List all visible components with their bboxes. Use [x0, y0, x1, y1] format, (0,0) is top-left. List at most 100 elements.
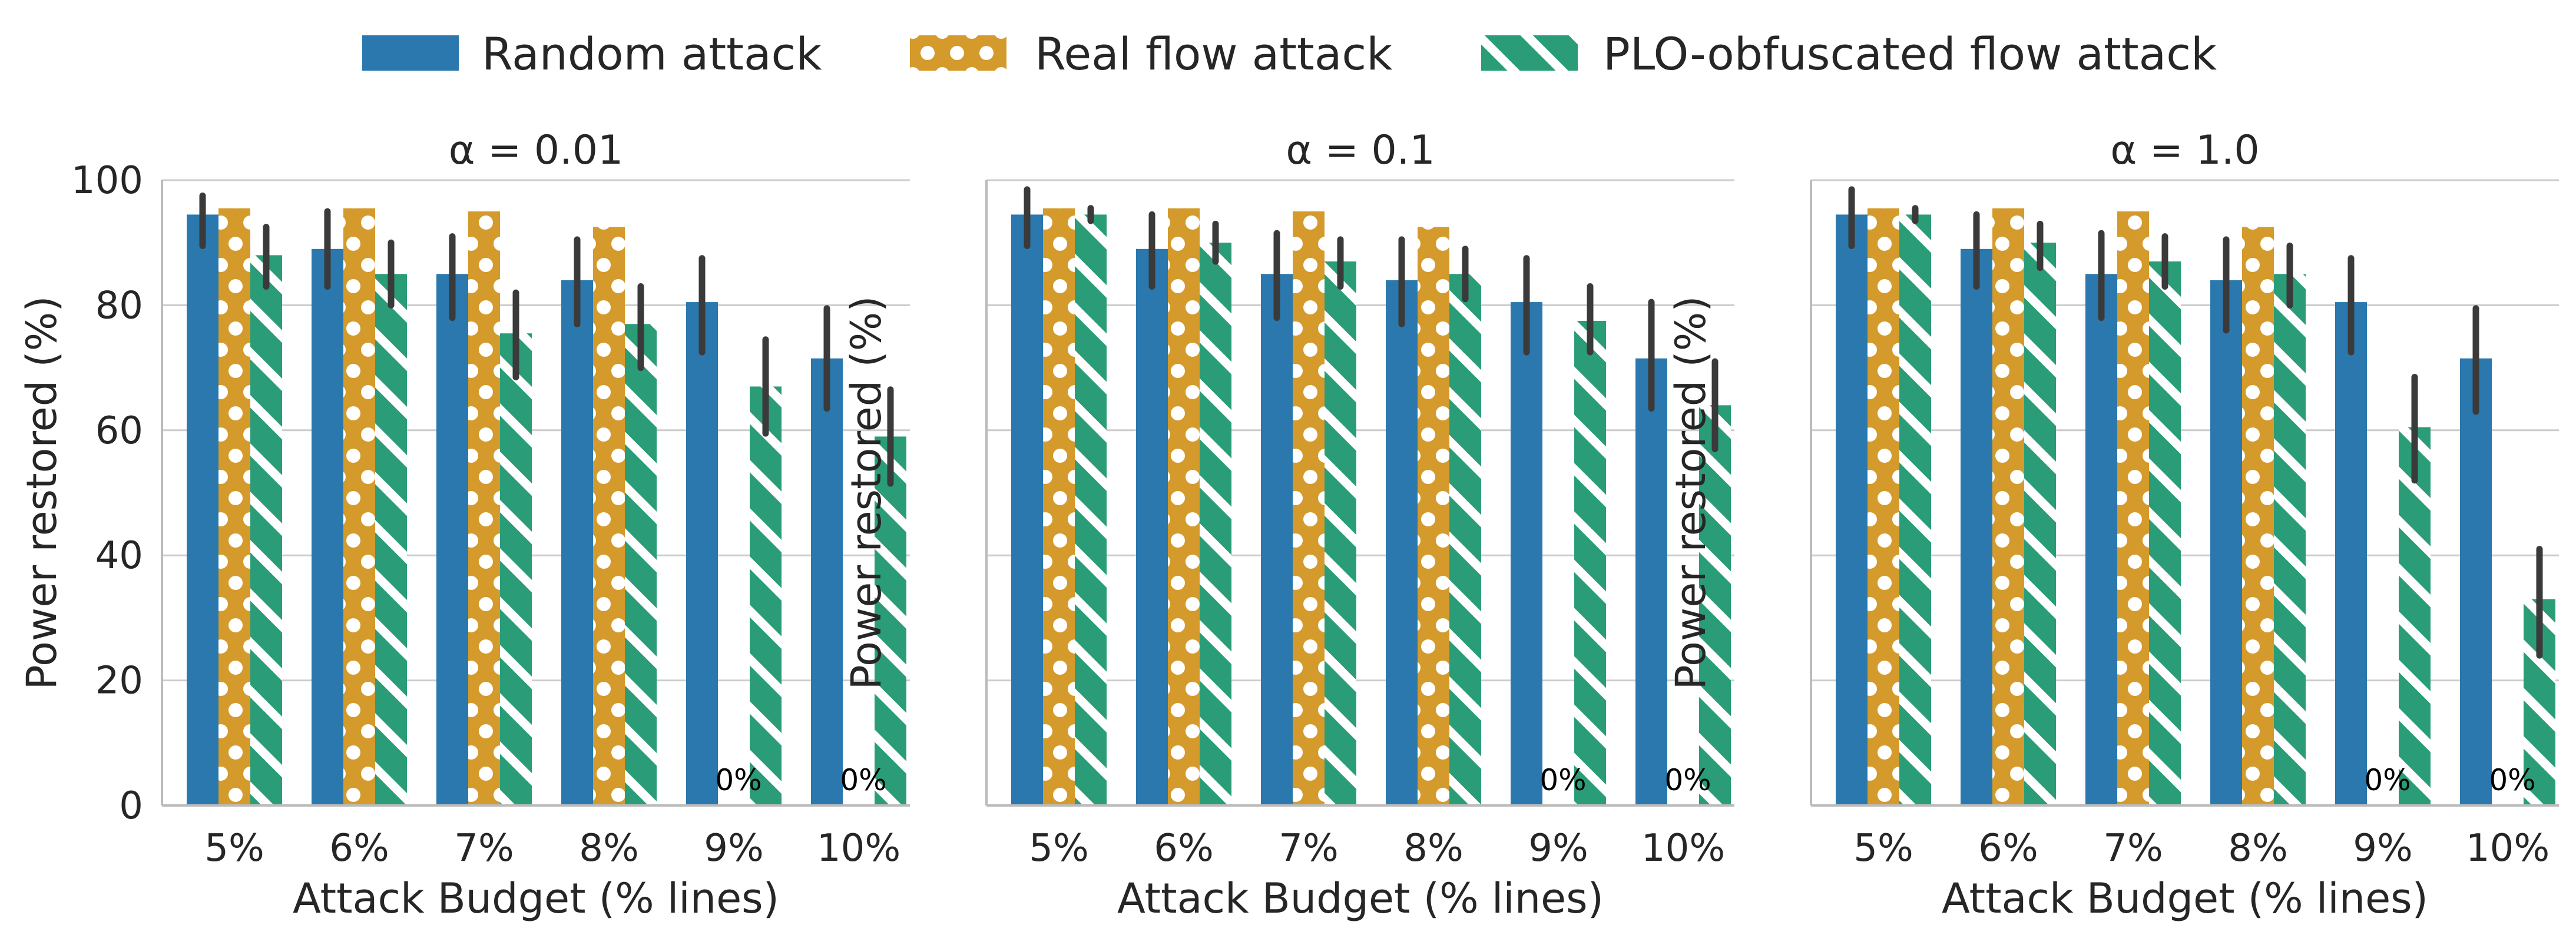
panel-1-bar-plo-7% — [500, 333, 532, 805]
panel-1-bar-real-5% — [218, 208, 250, 805]
panel-1-bar-random-8% — [561, 280, 593, 805]
panel-2-zero-label-10: 0% — [1664, 763, 1711, 797]
legend-label-plo: PLO-obfuscated flow attack — [1603, 28, 2217, 80]
panel-3-title: α = 1.0 — [2110, 127, 2259, 174]
panel-3-grid — [1811, 179, 2559, 682]
panel-3-bar-random-10% — [2460, 358, 2492, 805]
panel-3-bar-random-9% — [2335, 302, 2367, 805]
panel-3-bar-random-6% — [1961, 248, 1992, 805]
panel-1-bar-plo-5% — [250, 255, 282, 805]
panel-1-bar-real-7% — [468, 211, 500, 806]
panel-1-bars — [187, 208, 906, 806]
panel-1-y-tick-0: 0 — [119, 784, 143, 828]
panel-1-annotations: 0% 0% — [715, 763, 886, 797]
panel-3-bar-random-7% — [2085, 274, 2117, 805]
panel-3-x-tick-10: 10% — [2466, 827, 2549, 870]
panel-1-bar-plo-8% — [625, 324, 657, 805]
panel-1-y-tick-40: 40 — [95, 534, 143, 578]
panel-2-x-tick-8: 8% — [1403, 827, 1464, 870]
panel-1-bar-random-10% — [811, 358, 843, 805]
panel-3-x-tick-7: 7% — [2103, 827, 2163, 870]
panel-1-errorbars — [199, 193, 894, 487]
panel-1-bar-plo-10% — [875, 436, 906, 805]
panel-2-bar-plo-9% — [1574, 320, 1606, 805]
panel-1-bar-plo-6% — [375, 274, 407, 805]
panel-1-grid — [162, 179, 910, 682]
legend-label-real: Real flow attack — [1035, 28, 1392, 80]
panel-3-bar-real-6% — [1992, 208, 2024, 805]
panel-3-bar-real-7% — [2117, 211, 2149, 806]
legend-swatch-plo — [1481, 35, 1578, 71]
panel-3: 0% 0% α = 1.0 5% 6% 7% 8% 9% 10% Attack … — [1667, 127, 2559, 923]
panel-3-bars — [1836, 208, 2555, 806]
panel-2-x-tick-9: 9% — [1528, 827, 1588, 870]
panel-1-x-tick-5: 5% — [204, 827, 264, 870]
panel-2-x-tick-6: 6% — [1154, 827, 1214, 870]
panel-2-x-tick-7: 7% — [1279, 827, 1339, 870]
panel-2-title: α = 0.1 — [1286, 127, 1435, 174]
panel-2-bar-random-10% — [1635, 358, 1667, 805]
panel-1-bar-real-8% — [593, 227, 625, 805]
panel-2-grid — [986, 179, 1734, 682]
panel-3-x-axis-label: Attack Budget (% lines) — [1942, 874, 2428, 923]
panel-3-bar-real-8% — [2242, 227, 2274, 805]
panel-2-annotations: 0% 0% — [1539, 763, 1711, 797]
panel-1-y-tick-60: 60 — [95, 409, 143, 453]
panel-2-bars — [1011, 208, 1731, 806]
panel-2-bar-random-5% — [1011, 214, 1043, 805]
panel-3-x-tick-8: 8% — [2228, 827, 2288, 870]
panel-1-bar-plo-9% — [750, 386, 782, 805]
panel-1-x-tick-7: 7% — [454, 827, 514, 870]
panel-1-bar-random-9% — [686, 302, 718, 805]
panel-2-bar-plo-5% — [1075, 214, 1107, 805]
panel-3-bar-real-5% — [1868, 208, 1899, 805]
panel-1-y-tick-80: 80 — [95, 284, 143, 327]
panel-2-bar-plo-6% — [1200, 243, 1231, 805]
panel-1-bar-real-6% — [343, 208, 375, 805]
panel-2-errorbars — [1024, 186, 1719, 453]
panel-1: 0% 0% α = 0.01 0 20 40 60 80 100 5% 6% 7… — [18, 127, 910, 923]
panel-2-bar-plo-10% — [1699, 405, 1731, 805]
panel-1-zero-label-10: 0% — [840, 763, 886, 797]
panel-3-zero-label-9: 0% — [2364, 763, 2411, 797]
panel-3-x-tick-5: 5% — [1853, 827, 1913, 870]
panel-1-y-tick-100: 100 — [71, 159, 143, 203]
panel-2: 0% 0% α = 0.1 5% 6% 7% 8% 9% 10% Attack … — [842, 127, 1734, 923]
panel-1-y-ticks: 0 20 40 60 80 100 — [71, 159, 143, 828]
panel-1-bar-random-6% — [312, 248, 343, 805]
panel-1-x-tick-8: 8% — [579, 827, 639, 870]
panel-2-x-ticks: 5% 6% 7% 8% 9% 10% — [1029, 827, 1725, 870]
legend-swatch-real — [910, 35, 1006, 71]
legend-label-random: Random attack — [482, 28, 822, 80]
panel-3-y-axis-label: Power restored (%) — [1667, 296, 1715, 689]
panel-3-bar-random-5% — [1836, 214, 1868, 805]
panel-3-bar-plo-8% — [2274, 274, 2306, 805]
panel-1-x-ticks: 5% 6% 7% 8% 9% 10% — [204, 827, 900, 870]
panel-2-bar-real-8% — [1418, 227, 1449, 805]
panel-2-x-tick-10: 10% — [1641, 827, 1725, 870]
panel-1-title: α = 0.01 — [449, 127, 623, 174]
panel-1-zero-label-9: 0% — [715, 763, 761, 797]
legend: Random attack Real flow attack PLO-obfus… — [362, 28, 2217, 80]
panel-3-annotations: 0% 0% — [2364, 763, 2535, 797]
panel-3-x-tick-6: 6% — [1978, 827, 2038, 870]
panel-2-bar-random-7% — [1261, 274, 1293, 805]
panel-1-x-axis-label: Attack Budget (% lines) — [293, 874, 779, 923]
panel-3-zero-label-10: 0% — [2489, 763, 2535, 797]
panel-3-x-ticks: 5% 6% 7% 8% 9% 10% — [1853, 827, 2549, 870]
panel-2-x-tick-5: 5% — [1029, 827, 1089, 870]
panel-1-x-tick-9: 9% — [704, 827, 764, 870]
panel-3-bar-plo-9% — [2399, 427, 2431, 805]
panel-2-bar-plo-7% — [1325, 261, 1356, 805]
panel-2-bar-random-9% — [1511, 302, 1542, 805]
panel-3-errorbars — [1848, 186, 2543, 659]
panel-2-bar-real-7% — [1293, 211, 1325, 806]
panel-3-bar-plo-7% — [2149, 261, 2181, 805]
panel-1-bar-random-7% — [436, 274, 468, 805]
panel-2-bar-real-6% — [1168, 208, 1200, 805]
panel-2-bar-real-5% — [1043, 208, 1075, 805]
panel-1-y-axis-label: Power restored (%) — [18, 296, 66, 689]
panel-3-bar-plo-6% — [2024, 243, 2056, 805]
panel-2-y-axis-label: Power restored (%) — [842, 296, 890, 689]
